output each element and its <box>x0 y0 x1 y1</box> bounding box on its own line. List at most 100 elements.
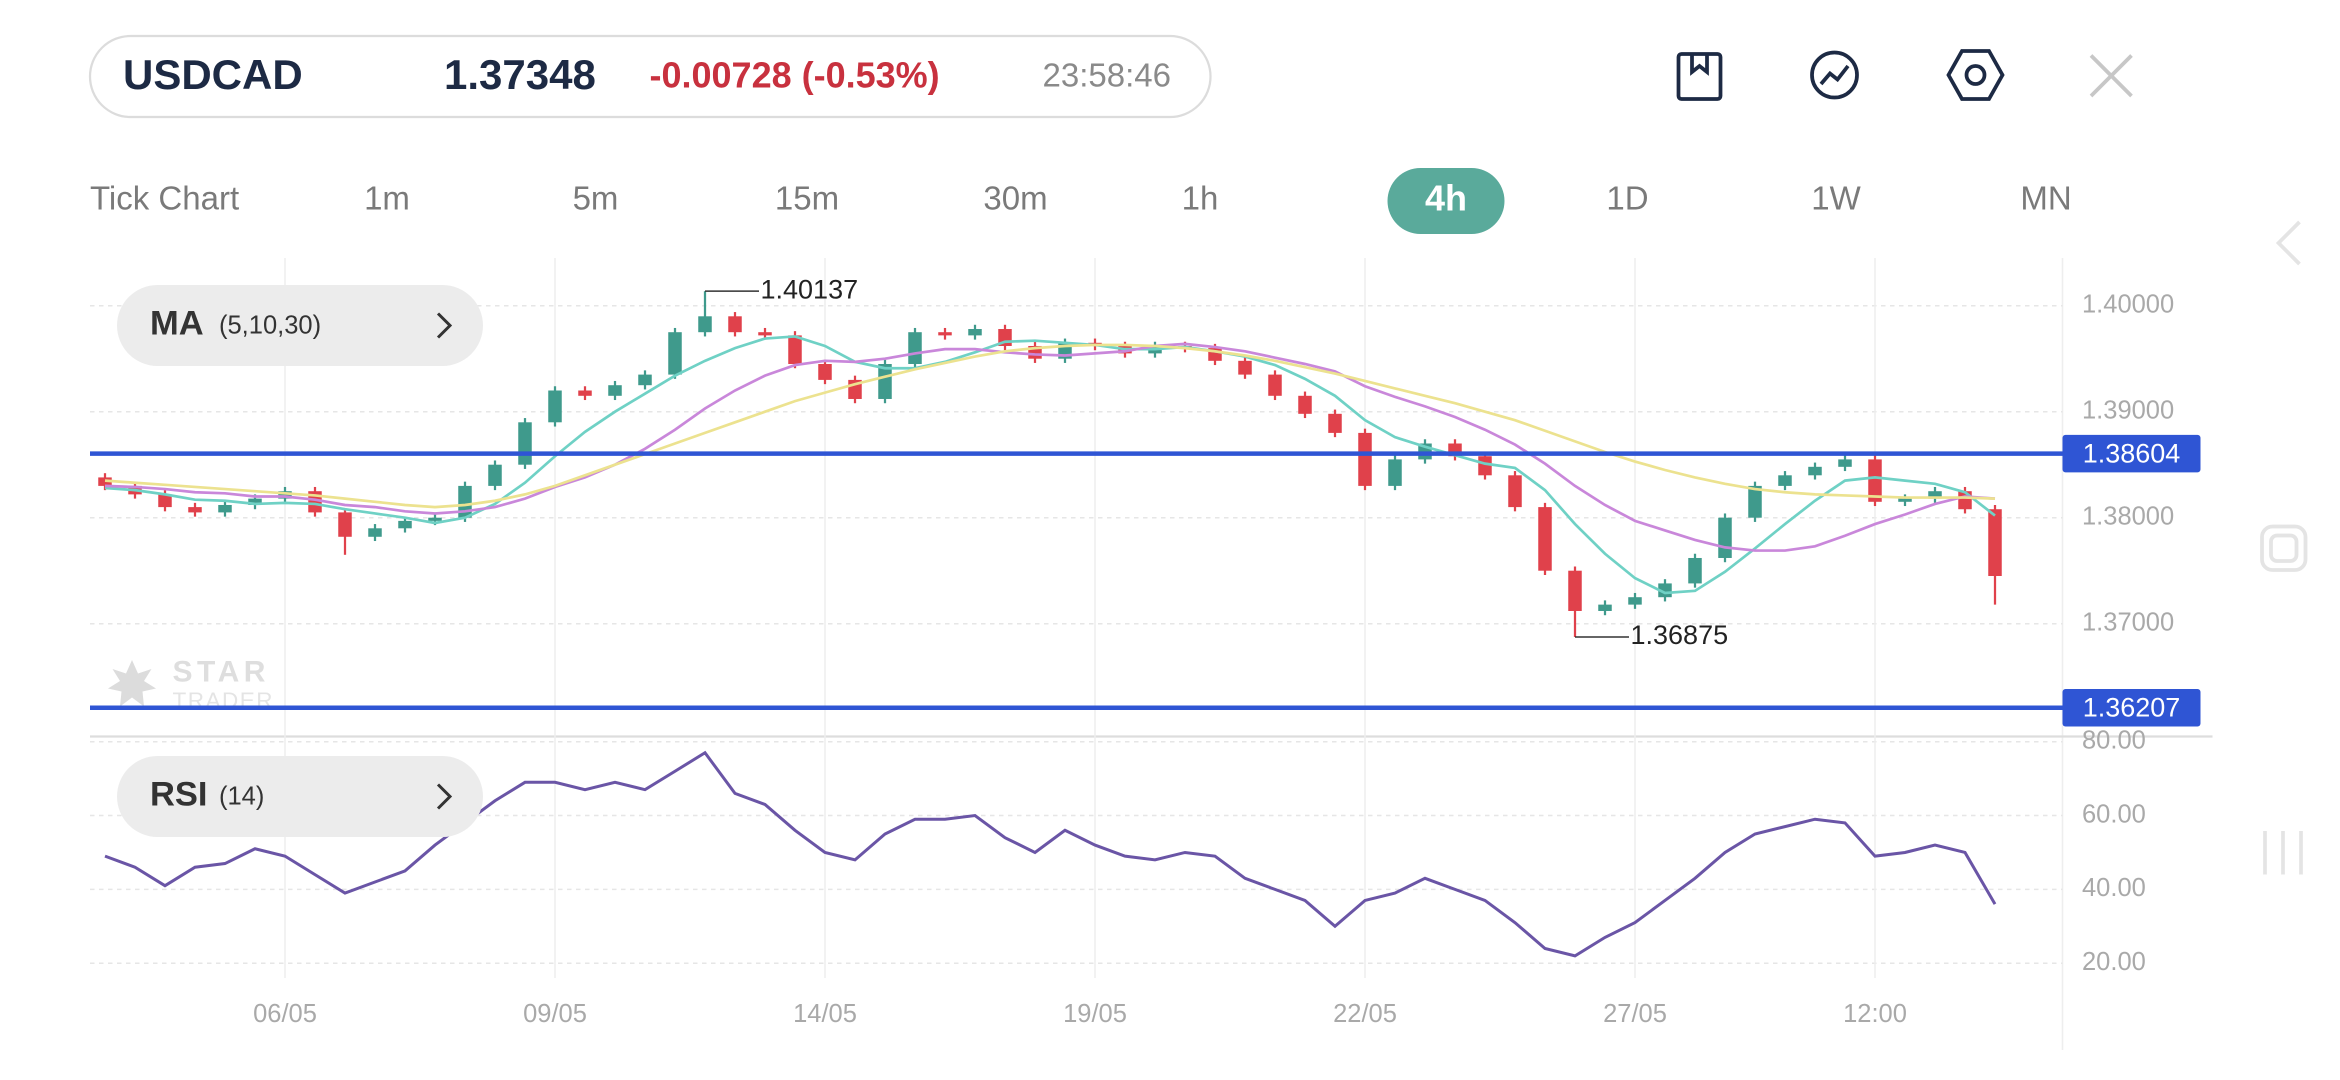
candle-body <box>788 335 802 364</box>
timeframe[interactable]: 1D <box>1606 180 1648 217</box>
timeframe-selected[interactable] <box>1387 168 1505 234</box>
y-tick-label: 1.38000 <box>2082 502 2174 530</box>
candle-body <box>278 491 292 499</box>
change: -0.00728 (-0.53%) <box>650 55 940 96</box>
y-tick-label: 40.00 <box>2082 874 2146 902</box>
candle-body <box>548 390 562 423</box>
indicator-label: MA <box>150 305 204 343</box>
candle-body <box>368 528 382 537</box>
y-tick-label: 20.00 <box>2082 948 2146 976</box>
ma-pill[interactable] <box>117 285 483 366</box>
rsi-pill[interactable] <box>117 756 483 837</box>
candle-body <box>1538 507 1552 571</box>
annotation: 1.36875 <box>1631 620 1729 650</box>
side-icons <box>2260 220 2308 875</box>
x-tick-label: 09/05 <box>523 1000 587 1028</box>
timeframe[interactable]: 1m <box>364 180 410 217</box>
candle-body <box>908 332 922 364</box>
x-tick-label: 14/05 <box>793 1000 857 1028</box>
bookmark-icon[interactable] <box>1676 52 1723 101</box>
candle-body <box>1778 475 1792 486</box>
candle-body <box>1838 459 1852 467</box>
candle-body <box>878 364 892 399</box>
candle-body <box>1988 509 2002 576</box>
watermark-text: STAR <box>173 655 270 688</box>
candle-body <box>158 494 172 508</box>
annotation: 1.40137 <box>761 274 859 304</box>
candle-body <box>488 464 502 486</box>
level-label-bg <box>2062 689 2201 727</box>
timeframe[interactable]: 4h <box>1425 178 1467 219</box>
timeframe[interactable]: 1W <box>1811 180 1861 217</box>
moving-average <box>104 343 1996 509</box>
x-tick-label: 22/05 <box>1333 1000 1397 1028</box>
candle-body <box>578 390 592 396</box>
candle-body <box>398 520 412 529</box>
y-tick-label: 1.39000 <box>2082 396 2174 424</box>
chevron <box>436 312 453 339</box>
candle-body <box>1718 517 1732 558</box>
indicator-label: RSI <box>150 776 208 814</box>
timeframe[interactable]: 15m <box>775 180 839 217</box>
candle-body <box>938 332 952 336</box>
candle-body <box>1748 485 1762 518</box>
close-icon[interactable] <box>2089 54 2133 98</box>
candle-body <box>428 517 442 521</box>
level-label: 1.38604 <box>2083 438 2181 468</box>
candle-body <box>1628 597 1642 605</box>
moving-average <box>104 342 1996 552</box>
candle-body <box>1598 604 1612 611</box>
settings-icon[interactable] <box>1946 49 2005 101</box>
candle-body <box>968 329 982 336</box>
moving-average <box>104 335 1996 595</box>
watermark: STAR TRADER <box>108 655 273 713</box>
watermark-logo <box>108 660 156 707</box>
y-tick-label: 80.00 <box>2082 726 2146 754</box>
candle-body <box>1568 570 1582 611</box>
candle-body <box>638 374 652 386</box>
timeframe[interactable]: 5m <box>573 180 619 217</box>
level-label: 1.36207 <box>2083 692 2181 722</box>
candle-body <box>1868 459 1882 502</box>
candle-body <box>608 385 622 396</box>
candle-body <box>1388 459 1402 486</box>
candle-body <box>1898 498 1912 502</box>
candle-body <box>758 332 772 336</box>
indicator-icon[interactable] <box>1810 50 1859 100</box>
candle-body <box>1268 374 1282 396</box>
candle-body <box>1478 456 1492 476</box>
candle-body <box>1508 475 1522 508</box>
timeframe[interactable]: 30m <box>983 180 1047 217</box>
level-label-bg <box>2062 434 2201 473</box>
x-tick-label: 19/05 <box>1063 1000 1127 1028</box>
candle-body <box>1238 360 1252 375</box>
y-tick-label: 1.37000 <box>2082 608 2174 636</box>
timeframe[interactable]: 1h <box>1182 180 1219 217</box>
candle-body <box>1358 432 1372 486</box>
x-tick-label: 12:00 <box>1843 1000 1907 1028</box>
candle-body <box>338 512 352 537</box>
candle-body <box>188 507 202 513</box>
quote-pill <box>88 34 1212 119</box>
timeframe[interactable]: Tick Chart <box>90 180 239 217</box>
x-tick-label: 06/05 <box>253 1000 317 1028</box>
rsi-line <box>104 750 1997 958</box>
y-tick-label: 60.00 <box>2082 800 2146 828</box>
price: 1.37348 <box>444 51 596 98</box>
indicator-pills: MA (5,10,30) RSI (14) <box>117 285 483 837</box>
indicator-params: (14) <box>219 783 264 811</box>
grid: 1.37000 1.38000 1.39000 1.40000 20.00 40.00 60… <box>90 258 2174 1028</box>
candle-body <box>1328 413 1342 433</box>
candle-body <box>668 332 682 375</box>
candle-body <box>698 316 712 333</box>
candle-body <box>1298 395 1312 414</box>
timeframe[interactable]: MN <box>2020 180 2071 217</box>
candle-body <box>818 364 832 380</box>
candle-body <box>728 316 742 333</box>
symbol: USDCAD <box>123 51 303 98</box>
candle-body <box>1928 491 1942 499</box>
chevron <box>436 783 453 810</box>
candle-body <box>1808 466 1822 476</box>
